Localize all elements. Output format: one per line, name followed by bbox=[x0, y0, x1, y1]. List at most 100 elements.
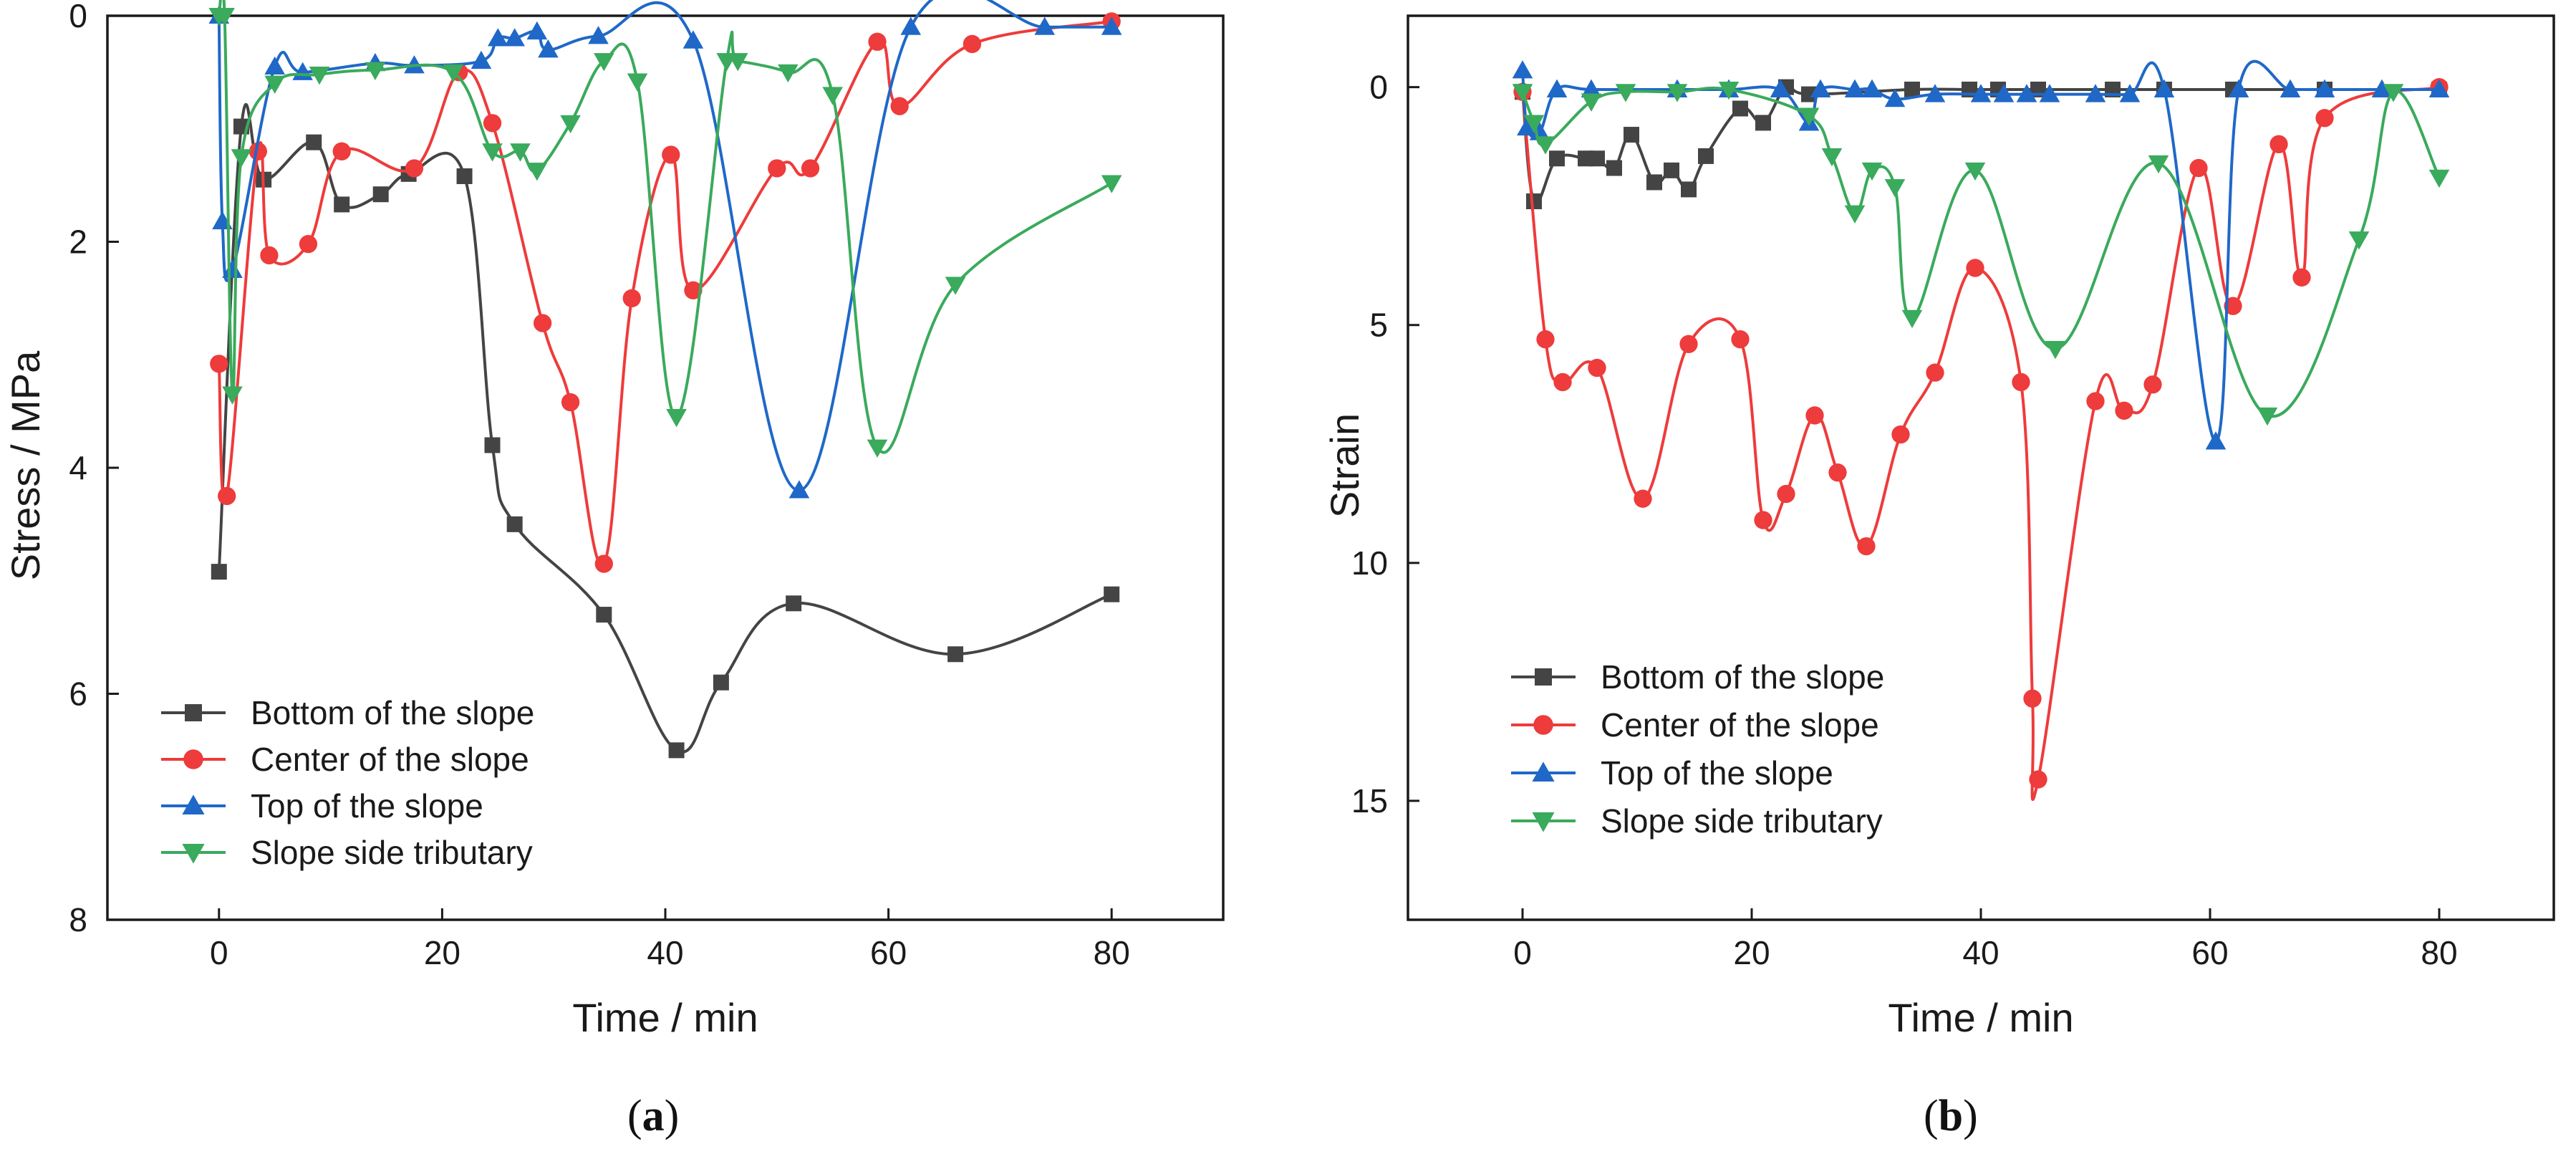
data-point-bottom-of-the-slope bbox=[373, 186, 389, 202]
data-point-center-of-the-slope bbox=[1536, 330, 1554, 348]
legend-item-bottom-of-the-slope: Bottom of the slope bbox=[1511, 658, 1884, 696]
legend-label: Center of the slope bbox=[251, 741, 529, 778]
data-point-slope-side-tributary bbox=[1885, 179, 1906, 197]
data-point-center-of-the-slope bbox=[768, 159, 786, 177]
data-point-slope-side-tributary bbox=[2349, 231, 2370, 249]
data-point-center-of-the-slope bbox=[2012, 373, 2030, 391]
data-point-slope-side-tributary bbox=[1822, 148, 1843, 166]
data-point-center-of-the-slope bbox=[1926, 364, 1944, 382]
y-ticks-a: 0 2 4 6 8 bbox=[69, 0, 119, 938]
data-point-bottom-of-the-slope bbox=[1681, 181, 1697, 197]
data-point-slope-side-tributary bbox=[1902, 310, 1923, 328]
data-point-center-of-the-slope bbox=[1731, 330, 1749, 348]
data-point-center-of-the-slope bbox=[2292, 269, 2310, 287]
series-bottom-of-the-slope bbox=[211, 105, 1119, 759]
data-point-slope-side-tributary bbox=[627, 73, 648, 91]
data-point-slope-side-tributary bbox=[527, 163, 548, 181]
data-point-bottom-of-the-slope bbox=[485, 437, 501, 453]
data-point-slope-side-tributary bbox=[1862, 163, 1883, 181]
data-point-slope-side-tributary bbox=[560, 115, 581, 133]
y-tick-label: 10 bbox=[1351, 544, 1388, 582]
legend-label: Center of the slope bbox=[1601, 706, 1879, 744]
series-line-top-of-the-slope bbox=[219, 0, 1111, 491]
data-point-bottom-of-the-slope bbox=[1755, 115, 1771, 130]
legend-label: Bottom of the slope bbox=[251, 694, 534, 731]
data-point-center-of-the-slope bbox=[534, 314, 551, 332]
data-point-top-of-the-slope bbox=[900, 16, 921, 34]
data-point-center-of-the-slope bbox=[2029, 770, 2047, 788]
panel-label-a: (a) bbox=[627, 1092, 679, 1140]
legend-label: Top of the slope bbox=[251, 787, 483, 825]
series-line-bottom-of-the-slope bbox=[219, 105, 1111, 752]
legend-label: Slope side tributary bbox=[1601, 802, 1883, 840]
data-point-top-of-the-slope bbox=[264, 57, 285, 74]
data-point-center-of-the-slope bbox=[662, 145, 680, 163]
series-top-of-the-slope bbox=[209, 0, 1122, 499]
legend-item-center-of-the-slope: Center of the slope bbox=[1511, 706, 1879, 744]
x-tick-label: 60 bbox=[2191, 934, 2228, 971]
y-tick-label: 5 bbox=[1369, 307, 1388, 344]
data-point-center-of-the-slope bbox=[623, 289, 641, 307]
data-point-center-of-the-slope bbox=[891, 97, 909, 115]
y-tick-label: 4 bbox=[69, 449, 87, 486]
legend-item-top-of-the-slope: Top of the slope bbox=[1511, 754, 1833, 792]
data-point-top-of-the-slope bbox=[2206, 431, 2227, 449]
data-point-center-of-the-slope bbox=[1891, 426, 1909, 443]
data-point-bottom-of-the-slope bbox=[1646, 174, 1662, 190]
y-axis-title-a: Stress / MPa bbox=[3, 350, 48, 580]
data-point-bottom-of-the-slope bbox=[1104, 587, 1119, 602]
legend-item-slope-side-tributary: Slope side tributary bbox=[1511, 802, 1883, 840]
data-point-slope-side-tributary bbox=[778, 64, 799, 82]
series-line-slope-side-tributary bbox=[1523, 88, 2439, 416]
legend-item-center-of-the-slope: Center of the slope bbox=[161, 741, 529, 778]
y-tick-label: 8 bbox=[69, 901, 87, 938]
legend-item-slope-side-tributary: Slope side tributary bbox=[161, 834, 533, 871]
legend-marker bbox=[1535, 668, 1552, 686]
data-point-center-of-the-slope bbox=[1828, 463, 1846, 481]
legend-marker bbox=[183, 749, 203, 769]
data-point-center-of-the-slope bbox=[1588, 359, 1606, 377]
data-point-center-of-the-slope bbox=[218, 487, 236, 505]
series-line-top-of-the-slope bbox=[1523, 62, 2439, 442]
x-axis-title-b: Time / min bbox=[1888, 995, 2073, 1040]
x-axis-title-a: Time / min bbox=[572, 995, 758, 1040]
data-point-bottom-of-the-slope bbox=[211, 564, 227, 580]
data-point-slope-side-tributary bbox=[1845, 206, 1866, 223]
data-point-center-of-the-slope bbox=[595, 554, 613, 572]
data-point-center-of-the-slope bbox=[868, 33, 886, 51]
figure: 0 20 40 60 80 02468 Time / min Stress / MPa … bbox=[0, 0, 2576, 1149]
data-point-center-of-the-slope bbox=[2086, 392, 2104, 410]
legend-marker bbox=[185, 704, 202, 721]
data-point-top-of-the-slope bbox=[471, 51, 492, 69]
data-point-center-of-the-slope bbox=[1966, 259, 1984, 277]
series-group-a bbox=[209, 0, 1122, 758]
data-point-bottom-of-the-slope bbox=[1606, 160, 1622, 176]
x-tick-label: 20 bbox=[1733, 934, 1770, 971]
data-point-bottom-of-the-slope bbox=[1732, 101, 1748, 117]
series-line-center-of-the-slope bbox=[219, 21, 1111, 566]
data-point-center-of-the-slope bbox=[299, 235, 317, 253]
data-point-bottom-of-the-slope bbox=[1549, 150, 1565, 166]
data-point-slope-side-tributary bbox=[1101, 175, 1122, 193]
panel-b: 0 20 40 60 80 0 5 10 15 Time / min Strain Botto… bbox=[1322, 16, 2554, 1140]
data-point-center-of-the-slope bbox=[1805, 406, 1823, 424]
data-point-bottom-of-the-slope bbox=[1904, 82, 1920, 97]
x-ticks-a: 0 20 40 60 80 bbox=[210, 908, 1130, 971]
panel-label-b-letter: b bbox=[1939, 1092, 1963, 1140]
panel-label-b: (b) bbox=[1924, 1092, 1978, 1140]
data-point-bottom-of-the-slope bbox=[334, 196, 349, 212]
legend-marker bbox=[1533, 715, 1553, 735]
x-ticks-b: 0 20 40 60 80 bbox=[1513, 908, 2457, 971]
data-point-bottom-of-the-slope bbox=[669, 742, 685, 758]
legend-label: Top of the slope bbox=[1601, 754, 1833, 792]
legend-label: Bottom of the slope bbox=[1601, 658, 1884, 696]
y-tick-label: 6 bbox=[69, 676, 87, 713]
series-line-slope-side-tributary bbox=[219, 0, 1111, 453]
x-tick-label: 20 bbox=[424, 934, 460, 971]
data-point-center-of-the-slope bbox=[561, 393, 579, 411]
x-tick-label: 40 bbox=[647, 934, 683, 971]
legend-item-bottom-of-the-slope: Bottom of the slope bbox=[161, 694, 534, 731]
data-point-slope-side-tributary bbox=[2045, 341, 2066, 359]
data-point-center-of-the-slope bbox=[801, 159, 819, 177]
